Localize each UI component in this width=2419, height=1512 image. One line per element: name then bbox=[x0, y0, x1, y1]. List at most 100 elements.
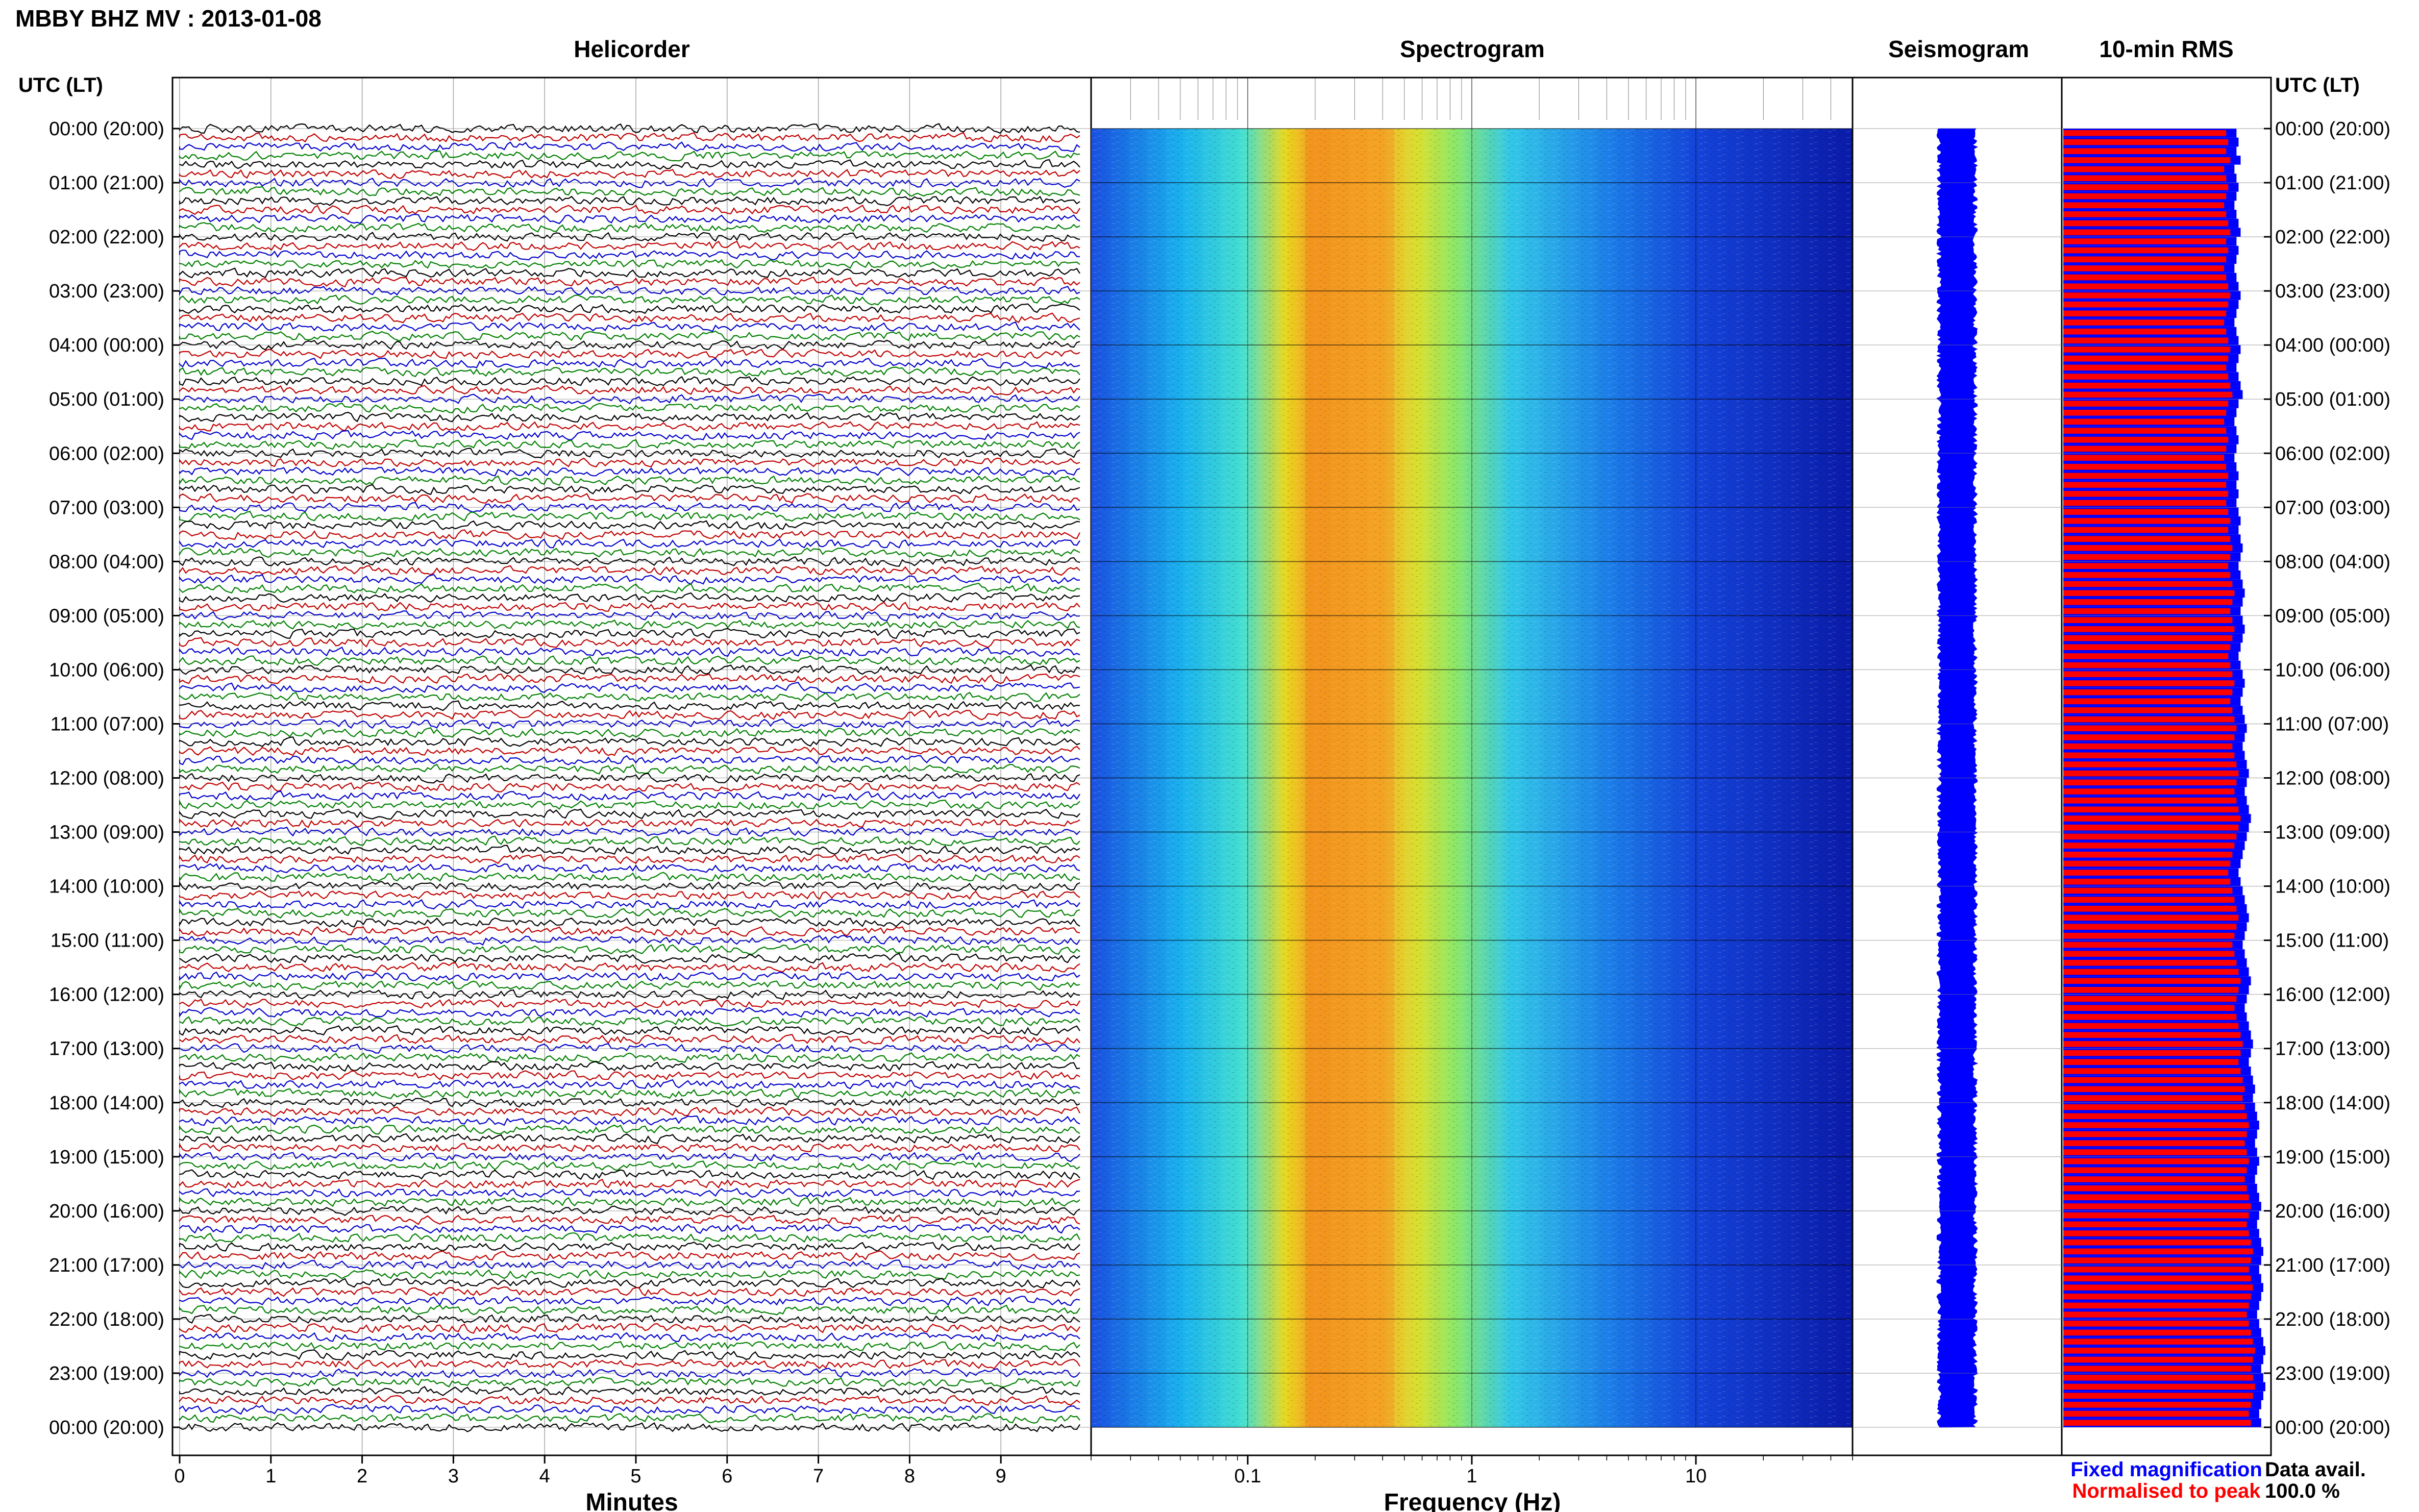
rms-bar-normalised bbox=[2063, 256, 2227, 263]
time-label-left: 15:00 (11:00) bbox=[51, 930, 164, 952]
helicorder-trace bbox=[179, 1187, 1080, 1198]
time-label-left: 03:00 (23:00) bbox=[49, 281, 164, 302]
seismogram-title: Seismogram bbox=[1888, 36, 2029, 62]
helicorder-trace bbox=[179, 1007, 1080, 1018]
rms-bar-normalised bbox=[2063, 978, 2241, 984]
helicorder-trace bbox=[179, 799, 1080, 810]
rms-bar-normalised bbox=[2063, 996, 2237, 1002]
time-label-left: 22:00 (18:00) bbox=[49, 1309, 164, 1330]
rms-bar-normalised bbox=[2063, 842, 2235, 849]
rms-bar-normalised bbox=[2063, 1266, 2249, 1273]
helicorder-trace bbox=[179, 132, 1080, 143]
time-label-left: 17:00 (13:00) bbox=[49, 1038, 164, 1060]
rms-bar-normalised bbox=[2063, 1356, 2253, 1363]
legend-normalised-to-peak: Normalised to peak bbox=[2072, 1480, 2261, 1502]
helicorder-trace bbox=[179, 1169, 1080, 1180]
time-label-left: 13:00 (09:00) bbox=[49, 822, 164, 844]
helicorder-trace bbox=[179, 240, 1080, 251]
data-avail-value: 100.0 % bbox=[2265, 1480, 2340, 1502]
rms-bar-normalised bbox=[2063, 274, 2227, 281]
spectrogram-tick-label: 0.1 bbox=[1234, 1466, 1261, 1487]
helicorder-tick-label: 8 bbox=[904, 1466, 915, 1487]
rms-bar-normalised bbox=[2063, 166, 2225, 172]
rms-bar-normalised bbox=[2063, 608, 2231, 614]
helicorder-trace bbox=[179, 953, 1080, 964]
helicorder-trace bbox=[179, 934, 1080, 946]
time-label-right: 05:00 (01:00) bbox=[2275, 389, 2390, 410]
helicorder-trace bbox=[179, 1043, 1080, 1054]
helicorder-trace bbox=[179, 980, 1080, 991]
rms-bar-normalised bbox=[2063, 1383, 2255, 1390]
rms-bar-normalised bbox=[2063, 1393, 2253, 1399]
rms-bar-normalised bbox=[2063, 644, 2231, 651]
rms-bar-normalised bbox=[2063, 924, 2237, 930]
helicorder-trace bbox=[179, 1016, 1080, 1027]
helicorder-trace bbox=[179, 763, 1080, 775]
time-label-right: 08:00 (04:00) bbox=[2275, 551, 2390, 573]
time-label-right: 18:00 (14:00) bbox=[2275, 1093, 2390, 1114]
rms-bar-normalised bbox=[2063, 1212, 2249, 1219]
rms-bar-normalised bbox=[2063, 941, 2233, 948]
helicorder-trace bbox=[179, 944, 1080, 955]
time-label-left: 02:00 (22:00) bbox=[49, 227, 164, 248]
time-label-left: 11:00 (07:00) bbox=[51, 713, 164, 735]
rms-bar-normalised bbox=[2063, 418, 2225, 425]
time-label-right: 01:00 (21:00) bbox=[2275, 172, 2390, 194]
helicorder-trace bbox=[179, 312, 1080, 324]
helicorder-trace bbox=[179, 745, 1080, 756]
helicorder-trace bbox=[179, 1052, 1080, 1063]
rms-bar-normalised bbox=[2063, 409, 2227, 416]
time-label-right: 16:00 (12:00) bbox=[2275, 984, 2390, 1006]
helicorder-trace bbox=[179, 502, 1080, 513]
seismogram-trace bbox=[1936, 128, 1979, 1428]
helicorder-trace bbox=[179, 628, 1080, 639]
rms-bar-normalised bbox=[2063, 238, 2227, 244]
helicorder-trace bbox=[179, 357, 1080, 368]
helicorder-trace bbox=[179, 1395, 1080, 1406]
rms-bar-normalised bbox=[2063, 283, 2229, 290]
rms-bar-normalised bbox=[2063, 572, 2231, 578]
rms-bar-normalised bbox=[2063, 500, 2227, 506]
rms-bar-normalised bbox=[2063, 1149, 2247, 1155]
helicorder-trace bbox=[179, 1368, 1080, 1378]
helicorder-trace bbox=[179, 808, 1080, 820]
helicorder-trace bbox=[179, 872, 1080, 883]
helicorder-trace bbox=[179, 826, 1080, 837]
data-avail-label: Data avail. bbox=[2265, 1458, 2366, 1481]
helicorder-trace bbox=[179, 1025, 1080, 1036]
rms-bar-normalised bbox=[2063, 1230, 2249, 1236]
rms-bar-normalised bbox=[2063, 544, 2233, 551]
utc-label-right: UTC (LT) bbox=[2275, 74, 2360, 96]
helicorder-tick-label: 6 bbox=[722, 1466, 732, 1487]
helicorder-trace bbox=[179, 736, 1080, 748]
helicorder-trace bbox=[179, 1404, 1080, 1415]
helicorder-trace bbox=[179, 385, 1080, 395]
rms-bar-normalised bbox=[2063, 554, 2231, 560]
rms-bar-normalised bbox=[2063, 870, 2229, 876]
rms-bar-normalised bbox=[2063, 1320, 2249, 1327]
rms-bar-normalised bbox=[2063, 951, 2235, 957]
helicorder-trace bbox=[179, 602, 1080, 612]
time-label-left: 01:00 (21:00) bbox=[49, 172, 164, 194]
legend-fixed-magnification: Fixed magnification bbox=[2070, 1458, 2262, 1481]
helicorder-tick-label: 2 bbox=[357, 1466, 367, 1487]
rms-bar-normalised bbox=[2063, 1050, 2241, 1056]
time-label-right: 23:00 (19:00) bbox=[2275, 1363, 2390, 1384]
rms-bar-normalised bbox=[2063, 292, 2231, 299]
rms-bar-normalised bbox=[2063, 1302, 2249, 1309]
helicorder-trace bbox=[179, 466, 1080, 477]
helicorder-trace bbox=[179, 773, 1080, 784]
helicorder-trace bbox=[179, 691, 1080, 702]
rms-bar-normalised bbox=[2063, 337, 2229, 344]
helicorder-trace bbox=[179, 1376, 1080, 1388]
helicorder-trace bbox=[179, 159, 1080, 170]
rms-bar-normalised bbox=[2063, 662, 2231, 668]
helicorder-trace bbox=[179, 727, 1080, 738]
rms-bar-normalised bbox=[2063, 1095, 2243, 1101]
rms-bar-normalised bbox=[2063, 653, 2229, 659]
rms-bar-normalised bbox=[2063, 428, 2227, 434]
rms-bar-normalised bbox=[2063, 779, 2237, 786]
helicorder-trace bbox=[179, 168, 1080, 179]
rms-bar-normalised bbox=[2063, 463, 2227, 470]
time-label-right: 13:00 (09:00) bbox=[2275, 822, 2390, 844]
